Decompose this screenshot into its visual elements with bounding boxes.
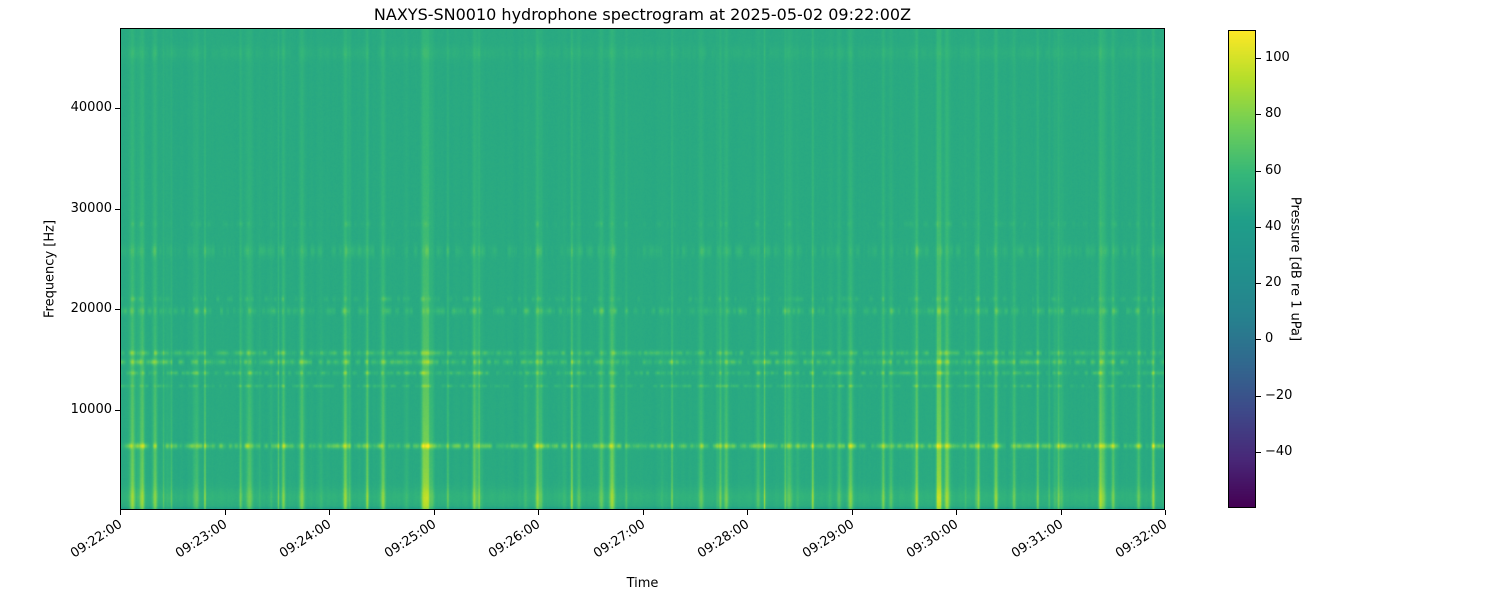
x-tick-mark [224,510,226,515]
x-tick-label: 09:22:00 [68,517,126,562]
colorbar-tick-mark [1256,395,1261,397]
colorbar-tick-label: −40 [1265,443,1293,459]
colorbar-tick-mark [1256,339,1261,341]
y-tick-mark [115,208,120,210]
y-tick-label: 30000 [70,200,112,216]
plot-title: NAXYS-SN0010 hydrophone spectrogram at 2… [373,5,912,24]
x-tick-mark [956,510,957,515]
y-tick-label: 10000 [70,401,112,417]
colorbar-tick-label: 80 [1265,106,1282,122]
y-tick-mark [115,409,120,411]
colorbar-canvas [1229,31,1255,507]
colorbar-tick-mark [1256,114,1261,116]
x-tick-mark [120,510,121,515]
colorbar [1228,30,1256,508]
x-tick-mark [642,510,644,515]
colorbar-tick-label: 40 [1265,218,1282,234]
x-tick-mark [1060,510,1062,515]
x-axis-label: Time [626,576,659,591]
colorbar-tick-mark [1256,58,1261,60]
plot-area [120,28,1165,510]
colorbar-tick-mark [1256,226,1261,228]
colorbar-tick-label: 60 [1265,162,1282,178]
x-tick-mark [1165,510,1166,515]
colorbar-tick-label: −20 [1265,387,1293,403]
colorbar-tick-label: 100 [1265,50,1290,66]
colorbar-tick-label: 0 [1265,331,1274,347]
x-tick-mark [433,510,435,515]
y-axis-label: Frequency [Hz] [42,219,58,319]
colorbar-tick-mark [1256,170,1261,172]
x-tick-mark [851,510,853,515]
spectrogram-canvas [121,29,1164,509]
colorbar-label: Pressure [dB re 1 uPa] [1287,196,1303,342]
colorbar-tick-mark [1256,283,1261,285]
y-tick-label: 20000 [70,301,112,317]
y-tick-label: 40000 [70,100,112,116]
colorbar-tick-mark [1256,451,1261,453]
y-tick-mark [115,309,120,311]
x-tick-mark [747,510,748,515]
x-tick-mark [329,510,330,515]
x-tick-mark [538,510,539,515]
y-tick-mark [115,108,120,110]
colorbar-tick-label: 20 [1265,275,1282,291]
